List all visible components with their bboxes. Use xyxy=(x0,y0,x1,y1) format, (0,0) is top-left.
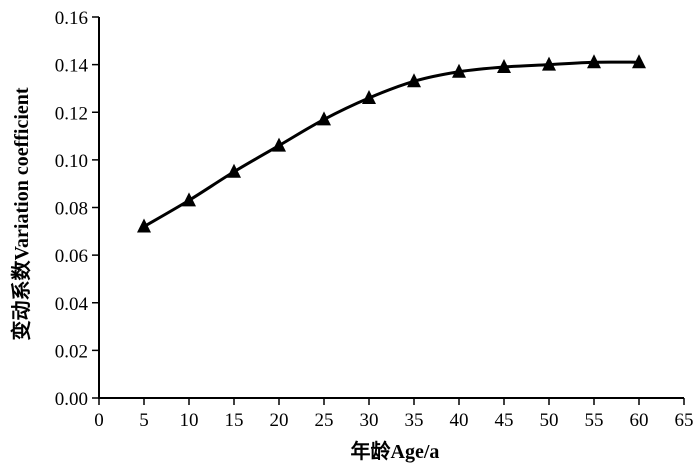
x-tick-label: 15 xyxy=(225,410,244,431)
data-point-marker xyxy=(137,218,151,233)
data-point-marker xyxy=(632,54,646,69)
data-point-marker xyxy=(362,89,376,104)
x-tick-label: 5 xyxy=(139,410,149,431)
data-point-marker xyxy=(182,192,196,207)
x-tick-label: 65 xyxy=(675,410,694,431)
y-tick-label: 0.06 xyxy=(55,246,88,267)
x-tick-label: 60 xyxy=(630,410,649,431)
data-point-marker xyxy=(452,63,466,78)
x-tick-label: 10 xyxy=(180,410,199,431)
y-tick-label: 0.04 xyxy=(55,294,89,315)
axes xyxy=(98,17,684,399)
y-tick-label: 0.16 xyxy=(55,8,88,29)
x-axis-title: 年龄Age/a xyxy=(351,439,440,463)
y-axis-title: 变动系数Variation coefficient xyxy=(9,87,33,340)
data-point-marker xyxy=(542,56,556,71)
data-point-marker xyxy=(587,54,601,69)
y-tick-label: 0.00 xyxy=(55,389,88,410)
data-point-marker xyxy=(497,59,511,74)
x-tick-label: 0 xyxy=(94,410,104,431)
data-point-marker xyxy=(227,163,241,178)
x-ticks: 0 5 10 15 20 25 30 35 40 45 50 55 60 65 xyxy=(94,398,694,431)
data-point-marker xyxy=(407,73,421,88)
data-point-marker xyxy=(317,111,331,126)
series-line xyxy=(143,60,640,228)
x-tick-label: 30 xyxy=(360,410,379,431)
y-ticks: 0.00 0.02 0.04 0.06 0.08 0.10 0.12 0.14 0.16 xyxy=(55,8,99,410)
x-tick-label: 20 xyxy=(270,410,289,431)
x-tick-label: 40 xyxy=(450,410,469,431)
y-tick-label: 0.08 xyxy=(55,199,88,220)
data-point-marker xyxy=(272,137,286,152)
x-tick-label: 35 xyxy=(405,410,424,431)
y-tick-label: 0.12 xyxy=(55,103,88,124)
y-tick-label: 0.02 xyxy=(55,341,88,362)
x-tick-label: 50 xyxy=(540,410,559,431)
data-markers xyxy=(137,54,646,233)
x-tick-label: 25 xyxy=(315,410,334,431)
x-tick-label: 45 xyxy=(495,410,514,431)
y-tick-label: 0.10 xyxy=(55,151,88,172)
x-tick-label: 55 xyxy=(585,410,604,431)
y-tick-label: 0.14 xyxy=(55,56,89,77)
